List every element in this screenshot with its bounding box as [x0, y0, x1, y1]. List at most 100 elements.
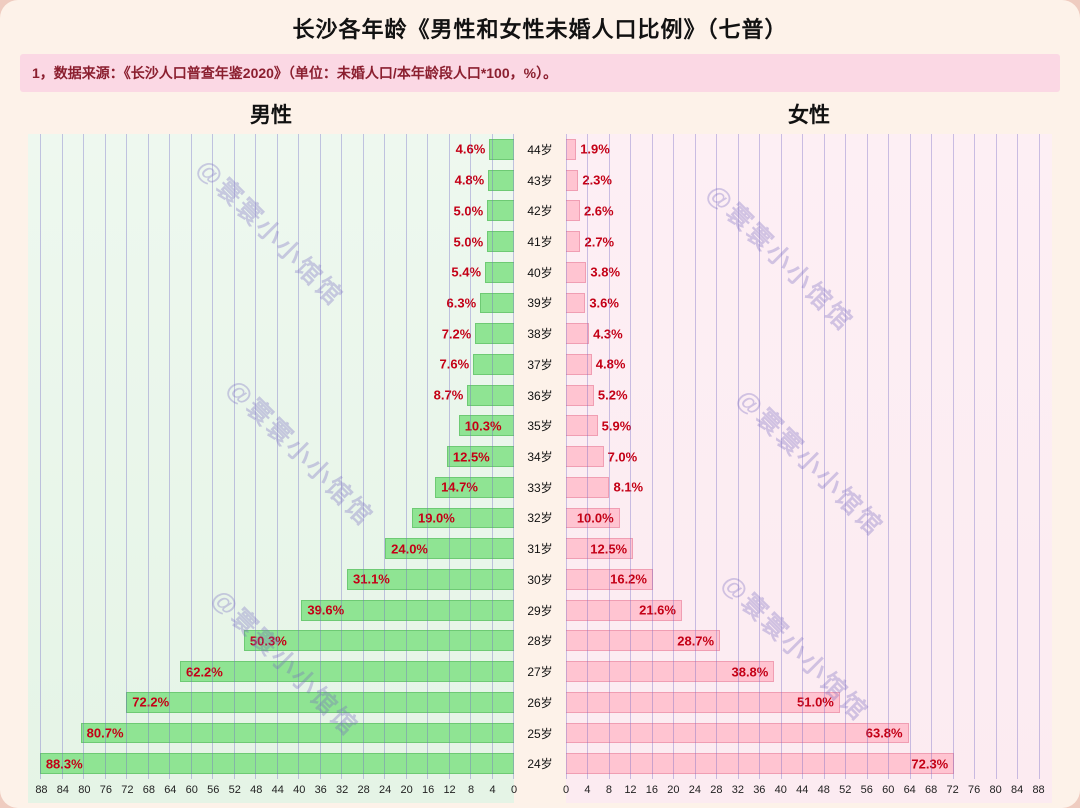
axis-tick-label: 8 [467, 784, 475, 796]
age-axis: 44岁 43岁 42岁 41岁 40岁 39岁 38岁 37岁 36岁 35岁 34岁 33岁 32岁 3… [514, 134, 566, 803]
female-bar-label: 28.7% [677, 633, 715, 649]
male-bar-label: 12.5% [452, 449, 490, 465]
female-bar-label: 3.8% [590, 264, 621, 280]
female-row: 16.2% [566, 564, 1052, 595]
male-row: 88.3% [28, 748, 514, 779]
male-bar-label: 5.0% [453, 203, 484, 219]
gridline [40, 134, 42, 779]
axis-tick-label: 84 [1010, 784, 1024, 796]
gridline [1038, 134, 1040, 779]
axis-tick-label: 12 [624, 784, 637, 796]
male-row: 5.4% [28, 257, 514, 288]
female-bar-label: 7.0% [607, 449, 638, 465]
axis-tick-label: 0 [562, 784, 570, 796]
axis-tick-label: 32 [336, 784, 349, 796]
age-label: 35岁 [527, 419, 553, 434]
female-bar: 2.6% [566, 200, 614, 222]
female-bar-label: 12.5% [590, 541, 628, 557]
age-label: 33岁 [527, 480, 553, 495]
axis-tick-label: 36 [753, 784, 766, 796]
gridline [384, 134, 386, 779]
female-bar-label: 51.0% [797, 694, 834, 710]
female-bar: 3.8% [566, 261, 620, 283]
gridline [255, 134, 257, 779]
male-row: 12.5% [28, 441, 514, 472]
female-row: 3.6% [566, 288, 1052, 319]
gridline [448, 134, 450, 779]
gridline [780, 134, 782, 779]
age-label: 37岁 [527, 357, 553, 372]
male-row: 7.6% [28, 349, 514, 380]
female-bar-label: 8.1% [613, 479, 644, 495]
female-bar-label: 72.3% [911, 756, 949, 772]
male-bar: 4.6% [456, 138, 514, 160]
page-title: 长沙各年龄《男性和女性未婚人口比例》（七普） [292, 17, 788, 42]
axis-tick-label: 72 [946, 784, 959, 796]
age-label: 40岁 [527, 265, 553, 280]
gridline [931, 134, 933, 779]
age-axis-labels: 44岁 43岁 42岁 41岁 40岁 39岁 38岁 37岁 36岁 35岁 34岁 33岁 32岁 3… [514, 134, 566, 779]
source-note: 1，数据来源：《长沙人口普查年鉴2020》（单位：未婚人口/本年龄段人口*100… [20, 54, 1060, 92]
male-row: 31.1% [28, 564, 514, 595]
female-panel: 1.9% 2.3% 2.6% 2.7% 3.8% 3.6% 4.3% 4.8% 5.2% 5.9%… [562, 134, 1052, 803]
male-bar-label: 50.3% [249, 633, 287, 649]
male-bar-label: 24.0% [391, 541, 428, 557]
female-bar: 63.8% [566, 722, 909, 744]
female-bar-label: 3.6% [589, 295, 619, 311]
axis-tick-label: 88 [1032, 784, 1045, 796]
axis-tick-label: 56 [207, 784, 220, 796]
chart-body: 4.6% 4.8% 5.0% 5.0% 5.4% 6.3% 7.2% 7.6% 8.7% 10.3… [28, 134, 1052, 803]
age-label: 43岁 [527, 173, 553, 188]
male-bar-label: 39.6% [307, 602, 345, 618]
male-bar: 7.2% [442, 323, 514, 345]
axis-tick-label: 8 [605, 784, 613, 796]
axis-tick-label: 40 [774, 784, 787, 796]
gridline [212, 134, 214, 779]
axis-tick-label: 84 [56, 784, 70, 796]
female-bar-label: 21.6% [639, 602, 676, 618]
male-bar: 5.0% [454, 231, 514, 252]
female-bar: 1.9% [566, 138, 610, 160]
male-bar: 39.6% [301, 599, 514, 621]
male-bar: 8.7% [434, 384, 514, 406]
gridline [1017, 134, 1019, 779]
male-row: 39.6% [28, 595, 514, 626]
male-row: 62.2% [28, 656, 514, 687]
gridline [651, 134, 653, 779]
male-bar: 14.7% [435, 476, 514, 498]
male-row: 14.7% [28, 472, 514, 503]
female-bar: 2.3% [566, 169, 612, 191]
age-label: 28岁 [527, 634, 553, 649]
male-bar: 10.3% [458, 415, 514, 437]
female-row: 21.6% [566, 595, 1052, 626]
male-bar-label: 14.7% [441, 479, 478, 495]
axis-tick-label: 44 [796, 784, 809, 796]
female-axis: 0 4 8 12 16 20 24 28 32 36 40 44 48 52 56 60 64 68 72 76 80 8… [562, 779, 1052, 803]
age-label: 34岁 [527, 450, 553, 465]
gridline [362, 134, 364, 779]
female-bar: 4.3% [566, 323, 623, 345]
male-row: 72.2% [28, 687, 514, 718]
male-plot: 4.6% 4.8% 5.0% 5.0% 5.4% 6.3% 7.2% 7.6% 8.7% 10.3… [28, 134, 514, 779]
female-row: 72.3% [566, 748, 1052, 779]
axis-tick-label: 4 [584, 784, 591, 796]
age-label: 26岁 [527, 695, 553, 710]
axis-tick-label: 16 [645, 784, 659, 796]
gridline [952, 134, 954, 779]
age-label: 31岁 [527, 542, 553, 557]
female-bar: 2.7% [566, 231, 614, 252]
axis-tick-label: 68 [925, 784, 938, 796]
axis-tick-label: 64 [903, 784, 916, 796]
axis-tick-label: 76 [99, 784, 112, 796]
male-axis: 0 4 8 12 16 20 24 28 32 36 40 44 48 52 56 60 64 68 72 76 80 8… [28, 779, 517, 803]
female-bar: 5.2% [566, 384, 628, 406]
age-label: 38岁 [527, 327, 553, 342]
gridline [974, 134, 976, 779]
header-spacer [514, 96, 566, 134]
female-bar-label: 38.8% [731, 664, 769, 680]
male-row: 10.3% [28, 410, 514, 441]
gridline [491, 134, 493, 779]
female-row: 5.2% [566, 380, 1052, 411]
male-bar: 62.2% [179, 661, 514, 682]
